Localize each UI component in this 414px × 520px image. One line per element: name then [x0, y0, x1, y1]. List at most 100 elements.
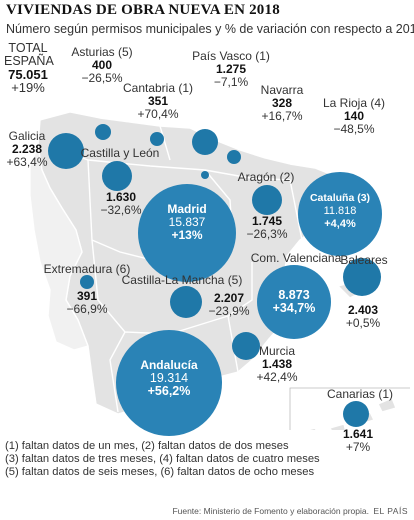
- region-value: 391: [76, 289, 98, 303]
- label-madrid: Madrid 15.837 +13%: [148, 203, 226, 242]
- total-value: 75.051: [8, 67, 48, 82]
- label-canarias-values: 1.641 +7%: [336, 428, 380, 454]
- bubble-castilla-leon: [102, 161, 132, 191]
- region-change: −7,1%: [213, 75, 249, 89]
- label-navarra: Navarra 328 +16,7%: [250, 84, 314, 123]
- portugal-shape: [29, 145, 89, 351]
- bubble-madrid: [138, 184, 236, 282]
- region-change: +63,4%: [6, 155, 48, 169]
- footnote-line: (5) faltan datos de seis meses, (6) falt…: [5, 466, 315, 478]
- region-name: Cataluña (3): [309, 192, 371, 204]
- label-baleares-name: Baleares: [334, 254, 394, 267]
- label-canarias-name: Canarias (1): [324, 388, 396, 401]
- total-label-line1: TOTAL: [8, 41, 48, 55]
- region-change: −26,5%: [81, 71, 123, 85]
- footer: Fuente: Ministerio de Fomento y elaborac…: [0, 504, 414, 518]
- region-change: +56,2%: [147, 384, 191, 398]
- label-cantabria: Cantabria (1) 351 +70,4%: [118, 82, 198, 121]
- label-valenciana-name: Com. Valenciana: [248, 252, 344, 265]
- total-change: +19%: [11, 80, 45, 95]
- label-la-rioja: La Rioja (4) 140 −48,5%: [318, 97, 390, 136]
- region-name: Com. Valenciana: [250, 251, 342, 265]
- region-value: 140: [343, 109, 365, 123]
- region-value: 1.641: [342, 427, 374, 441]
- label-aragon-name: Aragón (2): [234, 171, 298, 184]
- bubble-aragon: [252, 185, 282, 215]
- region-value: 1.438: [261, 357, 293, 371]
- bubble-galicia: [48, 133, 84, 169]
- region-change: −48,5%: [333, 122, 375, 136]
- region-name: Aragón (2): [237, 170, 295, 184]
- footnote-line: (1) faltan datos de un mes, (2) faltan d…: [5, 440, 289, 452]
- label-aragon-values: 1.745 −26,3%: [240, 215, 294, 241]
- footnotes: (1) faltan datos de un mes, (2) faltan d…: [5, 440, 320, 479]
- region-name: Andalucía: [140, 358, 198, 372]
- region-value: 19.314: [149, 371, 189, 385]
- region-value: 351: [147, 94, 169, 108]
- region-name: Cantabria (1): [122, 81, 194, 95]
- region-value: 1.275: [215, 62, 247, 76]
- region-value: 8.873: [278, 288, 310, 302]
- region-name: Castilla y León: [80, 146, 160, 160]
- region-change: +13%: [171, 228, 203, 242]
- label-extremadura-values: 391 −66,9%: [62, 290, 112, 316]
- label-asturias: Asturias (5) 400 −26,5%: [66, 46, 138, 85]
- label-murcia: Murcia 1.438 +42,4%: [252, 345, 302, 384]
- bubble-cataluna: [298, 172, 382, 256]
- label-pais-vasco: País Vasco (1) 1.275 −7,1%: [186, 50, 276, 89]
- bubble-castilla-mancha: [170, 286, 202, 318]
- region-name: Navarra: [260, 83, 304, 97]
- region-change: +4,4%: [324, 218, 356, 230]
- bubble-asturias: [95, 124, 111, 140]
- bubble-pais-vasco: [192, 129, 218, 155]
- region-change: +34,7%: [272, 301, 316, 315]
- brand-logo: EL PAÍS: [373, 506, 408, 516]
- total-label-line2: ESPAÑA: [4, 54, 54, 68]
- label-castilla-mancha-name: Castilla-La Mancha (5): [120, 274, 244, 287]
- region-value: 400: [91, 58, 113, 72]
- bubble-navarra: [227, 150, 241, 164]
- region-change: +42,4%: [256, 370, 298, 384]
- region-name: País Vasco (1): [192, 49, 270, 63]
- region-name: La Rioja (4): [322, 96, 386, 110]
- region-change: −26,3%: [246, 227, 288, 241]
- region-name: Murcia: [258, 344, 295, 358]
- bubble-valenciana: [257, 265, 331, 339]
- region-value: 328: [271, 96, 293, 110]
- region-value: 2.403: [347, 303, 379, 317]
- bubble-baleares: [343, 258, 381, 296]
- region-name: Extremadura (6): [43, 262, 131, 276]
- label-andalucia: Andalucía 19.314 +56,2%: [126, 359, 212, 398]
- label-galicia: Galicia 2.238 +63,4%: [2, 130, 52, 169]
- region-change: +7%: [345, 440, 371, 454]
- label-castilla-mancha-values: 2.207 −23,9%: [204, 292, 254, 318]
- footnote-line: (3) faltan datos de tres meses, (4) falt…: [5, 453, 320, 465]
- region-value: 1.745: [251, 214, 283, 228]
- region-name: Baleares: [340, 253, 388, 267]
- label-baleares-values: 2.403 +0,5%: [336, 304, 390, 330]
- canarias-shape: [299, 427, 321, 441]
- source-text: Fuente: Ministerio de Fomento y elaborac…: [172, 506, 369, 516]
- region-name: Castilla-La Mancha (5): [121, 273, 243, 287]
- chart-title: VIVIENDAS DE OBRA NUEVA EN 2018: [6, 2, 280, 18]
- label-castilla-leon-values: 1.630 −32,6%: [96, 191, 146, 217]
- label-extremadura: Extremadura (6): [41, 263, 133, 276]
- total-spain: TOTAL ESPAÑA 75.051 +19%: [4, 41, 54, 95]
- region-change: −32,6%: [100, 203, 142, 217]
- chart-subtitle: Número según permisos municipales y % de…: [6, 22, 414, 36]
- bubble-murcia: [232, 332, 260, 360]
- region-value: 15.837: [168, 215, 206, 229]
- region-change: −66,9%: [66, 302, 108, 316]
- label-cataluna: Cataluña (3) 11.818 +4,4%: [302, 192, 378, 231]
- region-change: +70,4%: [137, 107, 179, 121]
- bubble-cantabria: [150, 132, 164, 146]
- bubble-extremadura: [80, 275, 94, 289]
- region-value: 2.207: [213, 291, 245, 305]
- bubble-andalucia: [116, 330, 222, 436]
- region-change: +16,7%: [261, 109, 303, 123]
- bubble-canarias: [343, 401, 369, 427]
- region-value: 2.238: [11, 142, 43, 156]
- label-castilla-leon-name: Castilla y León: [76, 147, 164, 160]
- region-name: Madrid: [167, 202, 207, 216]
- region-value: 11.818: [323, 205, 357, 217]
